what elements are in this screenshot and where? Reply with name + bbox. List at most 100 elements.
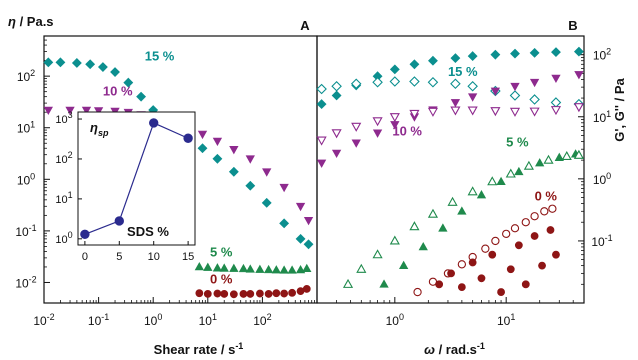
a-point-2-12 [295, 265, 306, 274]
a-point-0-7 [136, 91, 147, 102]
a-point-0-6 [123, 77, 134, 88]
a-point-3-7 [256, 289, 264, 298]
a-point-0-4 [97, 62, 108, 72]
b-point-3-11 [529, 107, 540, 117]
b-point-0-5 [409, 59, 420, 70]
b-point-3-1 [331, 129, 342, 139]
a-point-0-13 [228, 166, 239, 177]
b-point-3-10 [509, 107, 521, 117]
b-point-2-9 [490, 87, 501, 96]
b-point-3-13 [573, 103, 584, 113]
a-point-2-3 [219, 263, 229, 272]
panel-b-frame [316, 35, 585, 304]
b-point-0-7 [450, 53, 461, 64]
a-point-3-11 [288, 288, 297, 297]
panel-a-label: A [300, 18, 310, 33]
a-point-3-4 [229, 290, 238, 299]
b-point-3-0 [316, 136, 327, 146]
a-series-label-2: 5 % [210, 244, 233, 259]
b-point-1-3 [372, 76, 383, 88]
b-point-5-9 [505, 168, 516, 178]
b-point-2-0 [316, 159, 327, 168]
a-point-0-16 [279, 218, 290, 229]
b-point-0-8 [467, 51, 478, 61]
a-ytick-label-4: 102 [17, 68, 35, 84]
b-point-6-6 [491, 236, 500, 246]
a-point-1-1 [65, 106, 75, 115]
inset-point-3 [183, 133, 193, 143]
a-series-label-0: 15 % [145, 49, 175, 64]
a-point-0-12 [212, 153, 223, 164]
b-point-0-13 [573, 46, 584, 57]
a-point-3-3 [220, 290, 229, 298]
a-point-3-13 [302, 285, 311, 293]
a-point-3-2 [213, 289, 222, 298]
a-point-0-11 [197, 143, 208, 154]
b-point-5-8 [487, 176, 498, 186]
inset-xtick-label-0: 0 [82, 251, 88, 263]
inset-xlabel: SDS % [127, 224, 169, 239]
b-point-1-11 [529, 94, 540, 105]
a-inset: 0 5 10 15 100 101 102 103 ηsp SDS % [55, 110, 196, 263]
inset-ytick-label-3: 103 [55, 110, 72, 126]
a-ylabel: η / Pa.s [8, 14, 54, 29]
b-point-7-5 [488, 250, 497, 259]
b-point-5-13 [573, 149, 584, 159]
b-point-7-3 [468, 258, 477, 267]
b-point-5-2 [372, 249, 383, 259]
b-point-2-7 [450, 99, 461, 108]
b-point-1-2 [350, 78, 362, 90]
a-point-0-1 [55, 57, 66, 68]
a-point-1-15 [279, 183, 289, 193]
b-point-2-10 [510, 82, 520, 92]
b-point-5-4 [409, 221, 420, 231]
a-series-label-3: 0 % [210, 272, 233, 287]
a-point-1-3 [93, 107, 104, 116]
a-point-1-13 [245, 155, 255, 164]
a-point-2-1 [203, 262, 213, 271]
a-point-2-9 [271, 265, 281, 274]
b-point-4-9 [554, 152, 564, 161]
b-point-6-8 [510, 224, 520, 233]
a-point-0-15 [261, 197, 272, 208]
b-point-1-0 [316, 83, 327, 95]
b-point-1-10 [509, 90, 521, 101]
a-point-0-14 [245, 180, 256, 191]
a-point-3-9 [272, 289, 281, 298]
b-point-6-3 [457, 260, 467, 269]
a-point-3-0 [195, 289, 204, 298]
b-point-3-5 [409, 109, 420, 119]
inset-point-0 [80, 229, 90, 239]
b-point-3-8 [467, 106, 478, 116]
b-point-3-12 [550, 106, 562, 116]
b-point-7-10 [530, 232, 539, 240]
a-point-0-0 [43, 57, 54, 68]
b-xtick-label-0: 100 [386, 312, 404, 328]
a-point-1-12 [229, 146, 239, 155]
a-xtick-label-3: 101 [199, 312, 217, 328]
a-point-1-11 [212, 137, 223, 147]
b-point-0-6 [428, 55, 438, 66]
b-point-1-12 [550, 97, 562, 108]
b-point-5-10 [523, 160, 534, 170]
b-point-4-4 [457, 206, 467, 215]
b-point-0-10 [510, 48, 520, 59]
b-point-7-9 [521, 280, 530, 289]
b-point-6-7 [502, 229, 511, 238]
a-point-2-8 [263, 264, 274, 274]
inset-ytick-label-0: 100 [55, 230, 72, 246]
a-point-0-3 [85, 59, 96, 70]
b-point-4-6 [496, 176, 506, 186]
b-ytick-label-2: 101 [593, 109, 611, 125]
inset-point-1 [114, 216, 124, 226]
b-point-2-11 [529, 78, 540, 88]
b-point-7-2 [457, 283, 466, 292]
a-ytick-label-1: 10-1 [15, 223, 36, 239]
b-ytick-label-0: 10-1 [591, 233, 612, 249]
a-point-1-14 [262, 168, 272, 177]
a-series-label-1: 10 % [103, 84, 133, 99]
a-point-0-17 [295, 233, 306, 244]
b-point-2-3 [372, 129, 383, 138]
